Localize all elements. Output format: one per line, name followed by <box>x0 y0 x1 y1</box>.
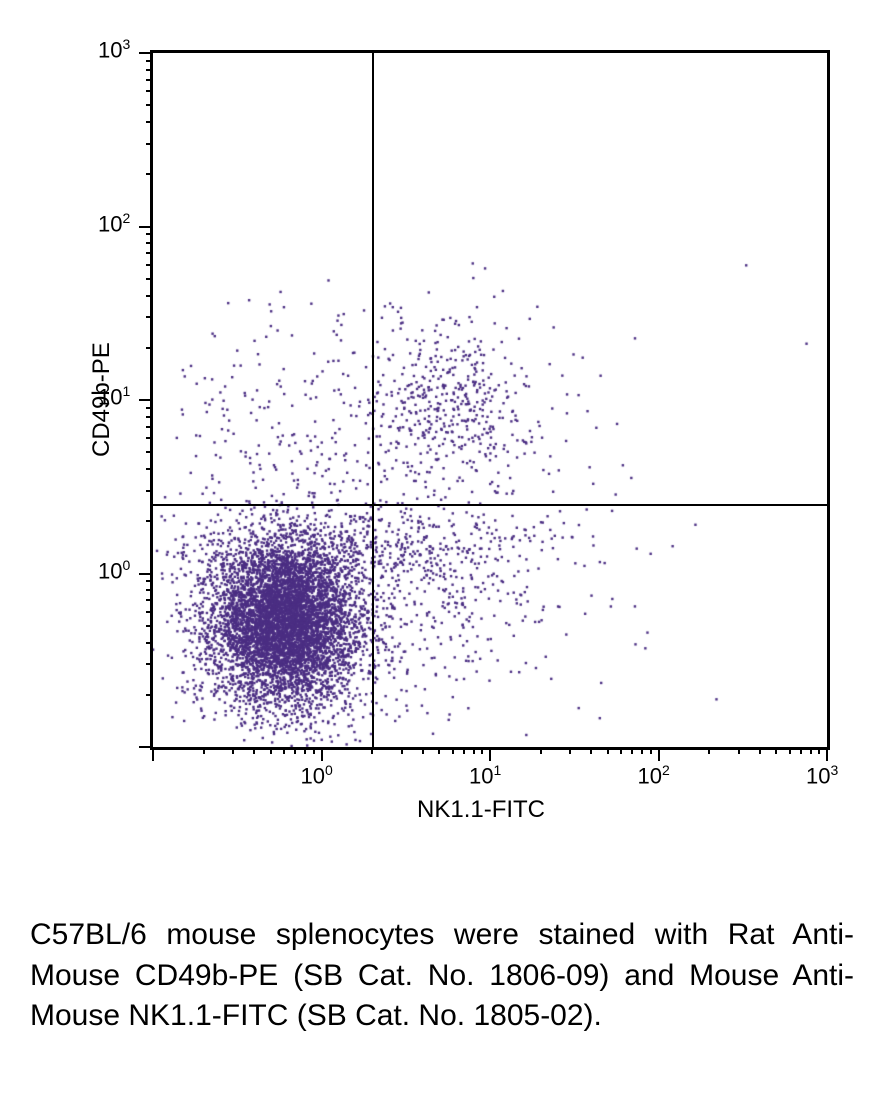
y-tick <box>146 599 153 601</box>
y-tick <box>146 468 153 470</box>
y-tick <box>146 90 153 92</box>
x-tick <box>631 747 633 754</box>
y-tick <box>146 104 153 106</box>
y-tick <box>146 316 153 318</box>
y-tick <box>146 580 153 582</box>
x-tick <box>826 747 828 761</box>
scatter-canvas <box>153 53 827 747</box>
x-tick <box>759 747 761 754</box>
y-tick <box>146 407 153 409</box>
x-tick <box>232 747 234 754</box>
y-tick <box>146 426 153 428</box>
x-tick <box>473 747 475 754</box>
x-tick <box>270 747 272 754</box>
x-tick <box>401 747 403 754</box>
y-axis-label: CD49b-PE <box>88 342 116 457</box>
y-tick <box>146 143 153 145</box>
y-tick <box>146 278 153 280</box>
y-tick <box>146 520 153 522</box>
x-tick <box>540 747 542 754</box>
x-tick <box>800 747 802 754</box>
y-tick <box>139 226 153 228</box>
y-tick <box>146 121 153 123</box>
x-tick <box>152 747 154 761</box>
y-tick <box>146 264 153 266</box>
y-tick <box>146 60 153 62</box>
y-tick-label: 103 <box>98 36 130 63</box>
x-tick <box>313 747 315 754</box>
x-tick <box>569 747 571 754</box>
x-tick <box>489 747 491 761</box>
x-tick <box>641 747 643 754</box>
quadrant-line-vertical <box>372 53 374 747</box>
y-tick <box>146 69 153 71</box>
x-tick <box>590 747 592 754</box>
x-tick <box>620 747 622 754</box>
figure-container: 100101102103 100101102103 NK1.1-FITC CD4… <box>0 0 884 1107</box>
x-tick <box>818 747 820 754</box>
x-tick <box>481 747 483 754</box>
y-tick <box>146 252 153 254</box>
y-tick <box>146 625 153 627</box>
x-tick <box>304 747 306 754</box>
x-tick <box>203 747 205 754</box>
plot-area <box>150 50 830 750</box>
y-tick <box>146 490 153 492</box>
y-tick <box>139 573 153 575</box>
y-tick <box>139 52 153 54</box>
y-tick <box>146 233 153 235</box>
y-tick <box>139 399 153 401</box>
x-tick-label: 103 <box>806 762 838 789</box>
y-tick <box>146 347 153 349</box>
y-tick-label: 100 <box>98 557 130 584</box>
x-tick <box>650 747 652 754</box>
x-tick-label: 101 <box>469 762 501 789</box>
x-tick <box>371 747 373 754</box>
x-tick <box>658 747 660 761</box>
x-tick <box>294 747 296 754</box>
x-tick <box>738 747 740 754</box>
quadrant-line-horizontal <box>153 504 827 506</box>
x-tick <box>810 747 812 754</box>
y-tick <box>146 173 153 175</box>
x-tick <box>789 747 791 754</box>
y-tick <box>146 611 153 613</box>
y-tick <box>146 663 153 665</box>
x-tick <box>708 747 710 754</box>
y-tick <box>146 416 153 418</box>
y-tick <box>146 642 153 644</box>
x-axis-label: NK1.1-FITC <box>417 796 545 824</box>
x-tick-label: 102 <box>638 762 670 789</box>
x-tick <box>283 747 285 754</box>
figure-caption: C57BL/6 mouse splenocytes were stained w… <box>30 915 854 1037</box>
x-tick <box>775 747 777 754</box>
x-tick <box>452 747 454 754</box>
y-tick-label: 102 <box>98 210 130 237</box>
x-tick <box>253 747 255 754</box>
y-tick <box>146 242 153 244</box>
y-tick <box>146 79 153 81</box>
y-tick <box>146 694 153 696</box>
plot-wrapper: 100101102103 100101102103 NK1.1-FITC CD4… <box>50 20 850 890</box>
y-tick <box>146 295 153 297</box>
x-tick <box>422 747 424 754</box>
x-tick <box>607 747 609 754</box>
y-tick <box>146 451 153 453</box>
y-tick <box>146 437 153 439</box>
y-tick <box>139 746 153 748</box>
x-tick <box>438 747 440 754</box>
x-tick-label: 100 <box>301 762 333 789</box>
x-tick <box>321 747 323 761</box>
x-tick <box>463 747 465 754</box>
y-tick <box>146 589 153 591</box>
